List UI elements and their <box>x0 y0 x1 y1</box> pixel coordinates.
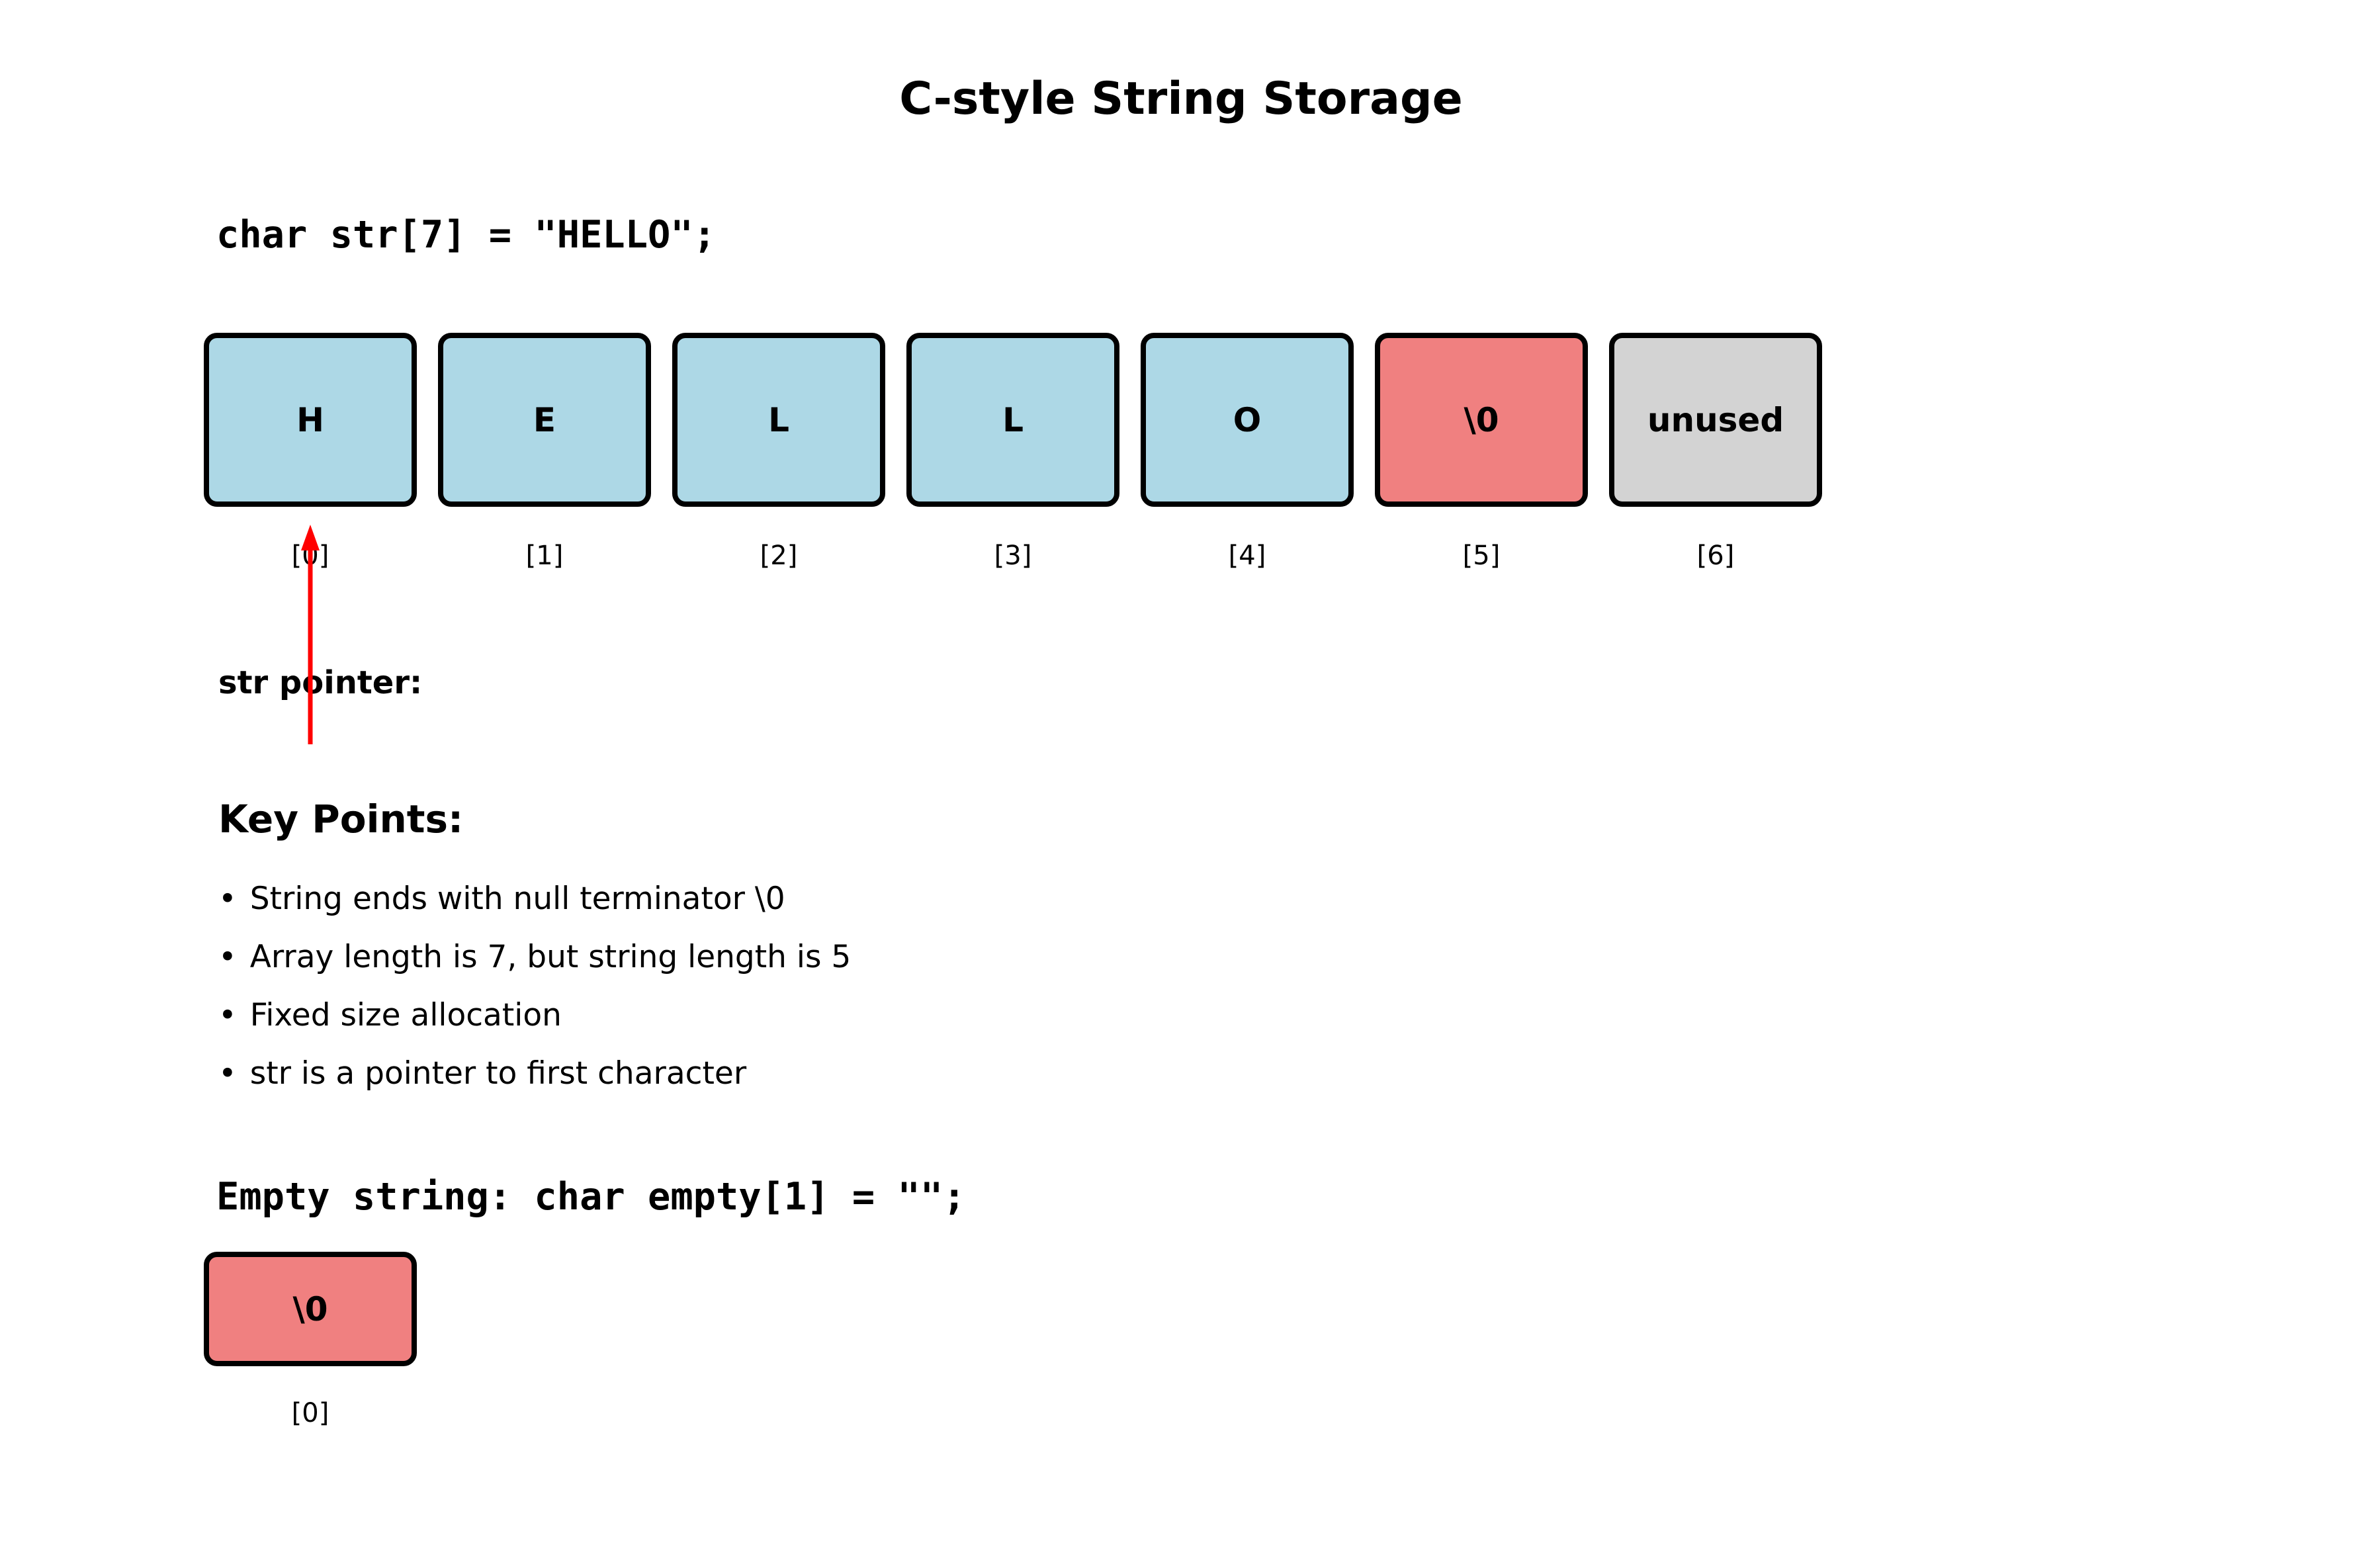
bullet-icon: • <box>218 996 237 1033</box>
empty-cell-index: [0] <box>291 1398 329 1428</box>
key-point-text: str is a pointer to first character <box>249 1055 747 1092</box>
cell-value-2: L <box>768 400 789 439</box>
cell-index-2: [2] <box>760 541 798 571</box>
str-pointer-label: str pointer: <box>218 664 423 701</box>
key-point-text: String ends with null terminator \0 <box>249 880 785 917</box>
array-cell-unused: unused <box>1609 333 1822 507</box>
bullet-icon: • <box>218 1055 237 1092</box>
key-point-item: • String ends with null terminator \0 <box>218 869 851 928</box>
cell-index-6: [6] <box>1696 541 1735 571</box>
empty-string-code: Empty string: char empty[1] = ""; <box>216 1175 966 1219</box>
key-points-heading: Key Points: <box>218 797 464 842</box>
key-point-text: Array length is 7, but string length is … <box>249 938 852 975</box>
empty-string-cell: \0 <box>204 1252 417 1366</box>
key-point-item: • Array length is 7, but string length i… <box>218 928 851 986</box>
array-cell-null-terminator: \0 <box>1375 333 1588 507</box>
cell-index-4: [4] <box>1228 541 1266 571</box>
bullet-icon: • <box>218 938 237 975</box>
array-cell-3: L <box>906 333 1119 507</box>
cell-index-5: [5] <box>1462 541 1501 571</box>
pointer-arrow-icon <box>301 525 320 744</box>
empty-cell-value: \0 <box>292 1289 328 1328</box>
key-point-item: • Fixed size allocation <box>218 986 851 1044</box>
cell-value-3: L <box>1002 400 1024 439</box>
key-points-list: • String ends with null terminator \0 • … <box>218 869 851 1102</box>
cell-value-1: E <box>533 400 556 439</box>
cell-value-4: O <box>1233 400 1262 439</box>
diagram-title: C-style String Storage <box>899 73 1463 125</box>
array-cell-0: H <box>204 333 417 507</box>
array-cell-2: L <box>672 333 885 507</box>
cell-value-0: H <box>296 400 324 439</box>
cell-value-5: \0 <box>1464 400 1499 439</box>
cell-index-3: [3] <box>994 541 1032 571</box>
array-cell-4: O <box>1141 333 1354 507</box>
declaration-code: char str[7] = "HELLO"; <box>216 213 716 257</box>
bullet-icon: • <box>218 880 237 917</box>
key-point-text: Fixed size allocation <box>249 996 562 1033</box>
array-cell-1: E <box>438 333 651 507</box>
cell-value-6: unused <box>1647 400 1784 439</box>
key-point-item: • str is a pointer to first character <box>218 1044 851 1102</box>
cell-index-1: [1] <box>525 541 564 571</box>
